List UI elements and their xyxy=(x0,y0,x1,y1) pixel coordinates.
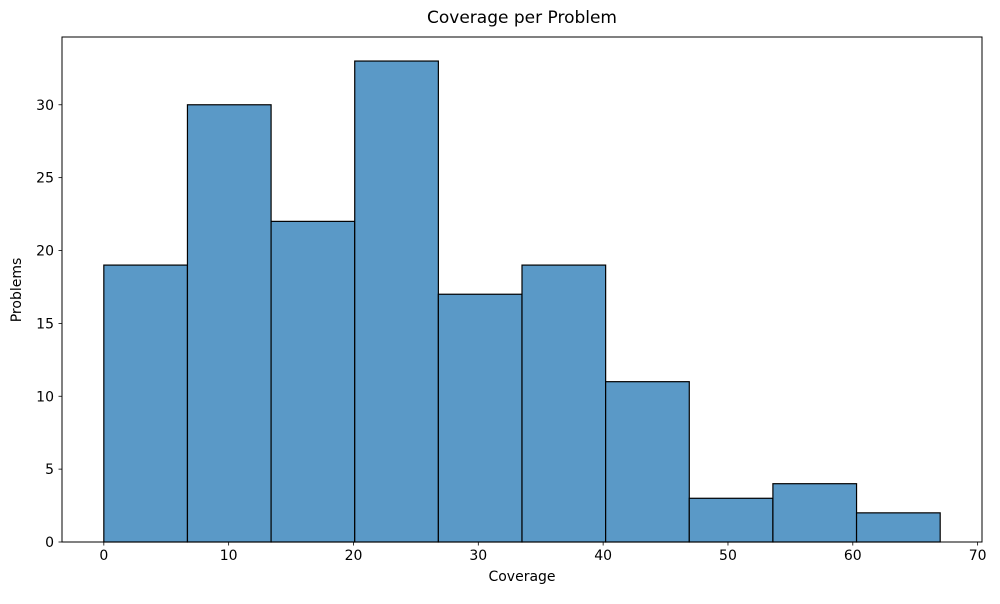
histogram-bar xyxy=(605,381,690,543)
histogram-bar xyxy=(772,483,858,543)
plot-border xyxy=(61,36,983,543)
y-tick-label: 15 xyxy=(36,316,54,332)
y-tick-label: 20 xyxy=(36,244,54,260)
histogram-bar xyxy=(103,264,189,543)
chart-title: Coverage per Problem xyxy=(427,8,617,28)
bars-layer xyxy=(103,60,941,543)
histogram-bar xyxy=(688,497,774,543)
y-axis-title: Problems xyxy=(9,258,25,323)
x-tick-label: 50 xyxy=(719,548,737,564)
histogram-bar xyxy=(354,60,439,543)
y-tick-label: 25 xyxy=(36,171,54,187)
histogram-bar xyxy=(270,220,356,543)
x-tick-label: 20 xyxy=(345,548,363,564)
histogram-bar xyxy=(521,264,607,543)
y-tick-label: 30 xyxy=(36,98,54,114)
x-axis-title: Coverage xyxy=(488,569,555,585)
x-tick-label: 70 xyxy=(969,548,987,564)
axes-layer: 0 10 20 30 40 50 60 70 0 5 10 15 20 25 30 xyxy=(36,36,987,564)
x-tick-label: 30 xyxy=(469,548,487,564)
histogram-bar xyxy=(855,512,941,543)
y-tick-label: 10 xyxy=(36,389,54,405)
x-tick-label: 40 xyxy=(594,548,612,564)
histogram-bar xyxy=(437,293,523,543)
x-tick-label: 10 xyxy=(220,548,238,564)
y-tick-label: 5 xyxy=(45,462,54,478)
x-tick-label: 60 xyxy=(844,548,862,564)
y-tick-label: 0 xyxy=(45,535,54,551)
x-tick-label: 0 xyxy=(99,548,108,564)
histogram-bar xyxy=(186,104,272,543)
